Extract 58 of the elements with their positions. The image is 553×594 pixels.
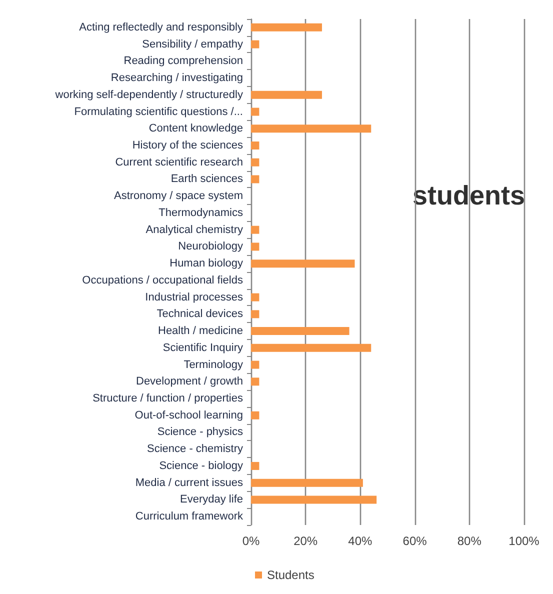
- y-tick-label: Neurobiology: [178, 240, 244, 253]
- bar: [251, 462, 260, 470]
- y-tick-label: Reading comprehension: [124, 55, 243, 68]
- y-tick-label: Scientific Inquiry: [162, 342, 244, 354]
- y-tick-label: Science - physics: [157, 426, 244, 438]
- bar: [251, 23, 322, 32]
- bar: [251, 40, 260, 48]
- y-tick-label: Acting reflectedly and responsibly: [79, 21, 244, 34]
- bar: [251, 360, 260, 369]
- y-tick-label: working self-dependently / structuredly: [54, 88, 244, 101]
- bar: [251, 175, 260, 184]
- bar: [251, 327, 350, 336]
- x-tick-label: 100%: [508, 534, 540, 548]
- y-tick-label: Media / current issues: [135, 476, 244, 489]
- x-tick-label: 80%: [457, 534, 482, 548]
- y-tick-label: Current scientific research: [115, 156, 243, 168]
- y-tick-label: Terminology: [184, 358, 244, 371]
- bar: [251, 344, 372, 352]
- bar: [251, 90, 322, 99]
- bar: [251, 242, 260, 251]
- y-tick-label: Structure / function / properties: [92, 392, 244, 404]
- y-tick-label: Technical devices: [156, 308, 244, 320]
- bar: [251, 124, 372, 133]
- bar: [251, 411, 260, 420]
- x-tick-label: 60%: [402, 534, 428, 548]
- bar: [251, 378, 260, 386]
- y-tick-label: Earth sciences: [170, 173, 244, 186]
- y-tick-label: History of the sciences: [132, 140, 244, 152]
- x-tick-label: 0%: [242, 534, 260, 548]
- y-tick-label: Thermodynamics: [158, 206, 244, 219]
- legend-label: Students: [267, 568, 314, 582]
- bar: [251, 158, 260, 166]
- y-tick-label: Analytical chemistry: [146, 224, 244, 236]
- y-tick-label: Researching / investigating: [110, 72, 243, 84]
- y-tick-label: Health / medicine: [158, 325, 243, 338]
- y-tick-label: Out-of-school learning: [134, 409, 243, 422]
- y-tick-label: Everyday life: [180, 494, 243, 506]
- bar: [251, 496, 377, 504]
- y-tick-label: Human biology: [170, 258, 244, 270]
- bar: [251, 293, 260, 302]
- y-tick-label: Sensibility / empathy: [142, 38, 244, 50]
- bar: [251, 260, 355, 268]
- bar: [251, 310, 260, 318]
- y-tick-label: Science - chemistry: [147, 443, 244, 456]
- bar: [251, 226, 260, 234]
- x-tick-label: 40%: [348, 534, 373, 548]
- y-tick-label: Astronomy / space system: [114, 190, 243, 202]
- y-tick-label: Industrial processes: [145, 291, 244, 304]
- y-tick-label: Formulating scientific questions /...: [74, 106, 243, 118]
- y-tick-label: Development / growth: [136, 376, 243, 388]
- y-tick-label: Content knowledge: [148, 122, 243, 135]
- y-tick-label: Occupations / occupational fields: [82, 274, 244, 286]
- y-tick-label: Curriculum framework: [135, 510, 244, 523]
- y-tick-label: Science - biology: [159, 460, 244, 472]
- bar: [251, 478, 363, 487]
- bar: [251, 108, 260, 116]
- bar: [251, 142, 260, 150]
- x-tick-label: 20%: [294, 534, 318, 548]
